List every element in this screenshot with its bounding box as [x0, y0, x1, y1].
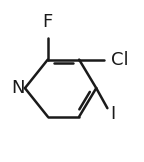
Text: N: N — [11, 79, 25, 97]
Text: F: F — [43, 13, 53, 31]
Text: I: I — [110, 105, 116, 123]
Text: Cl: Cl — [110, 51, 128, 69]
